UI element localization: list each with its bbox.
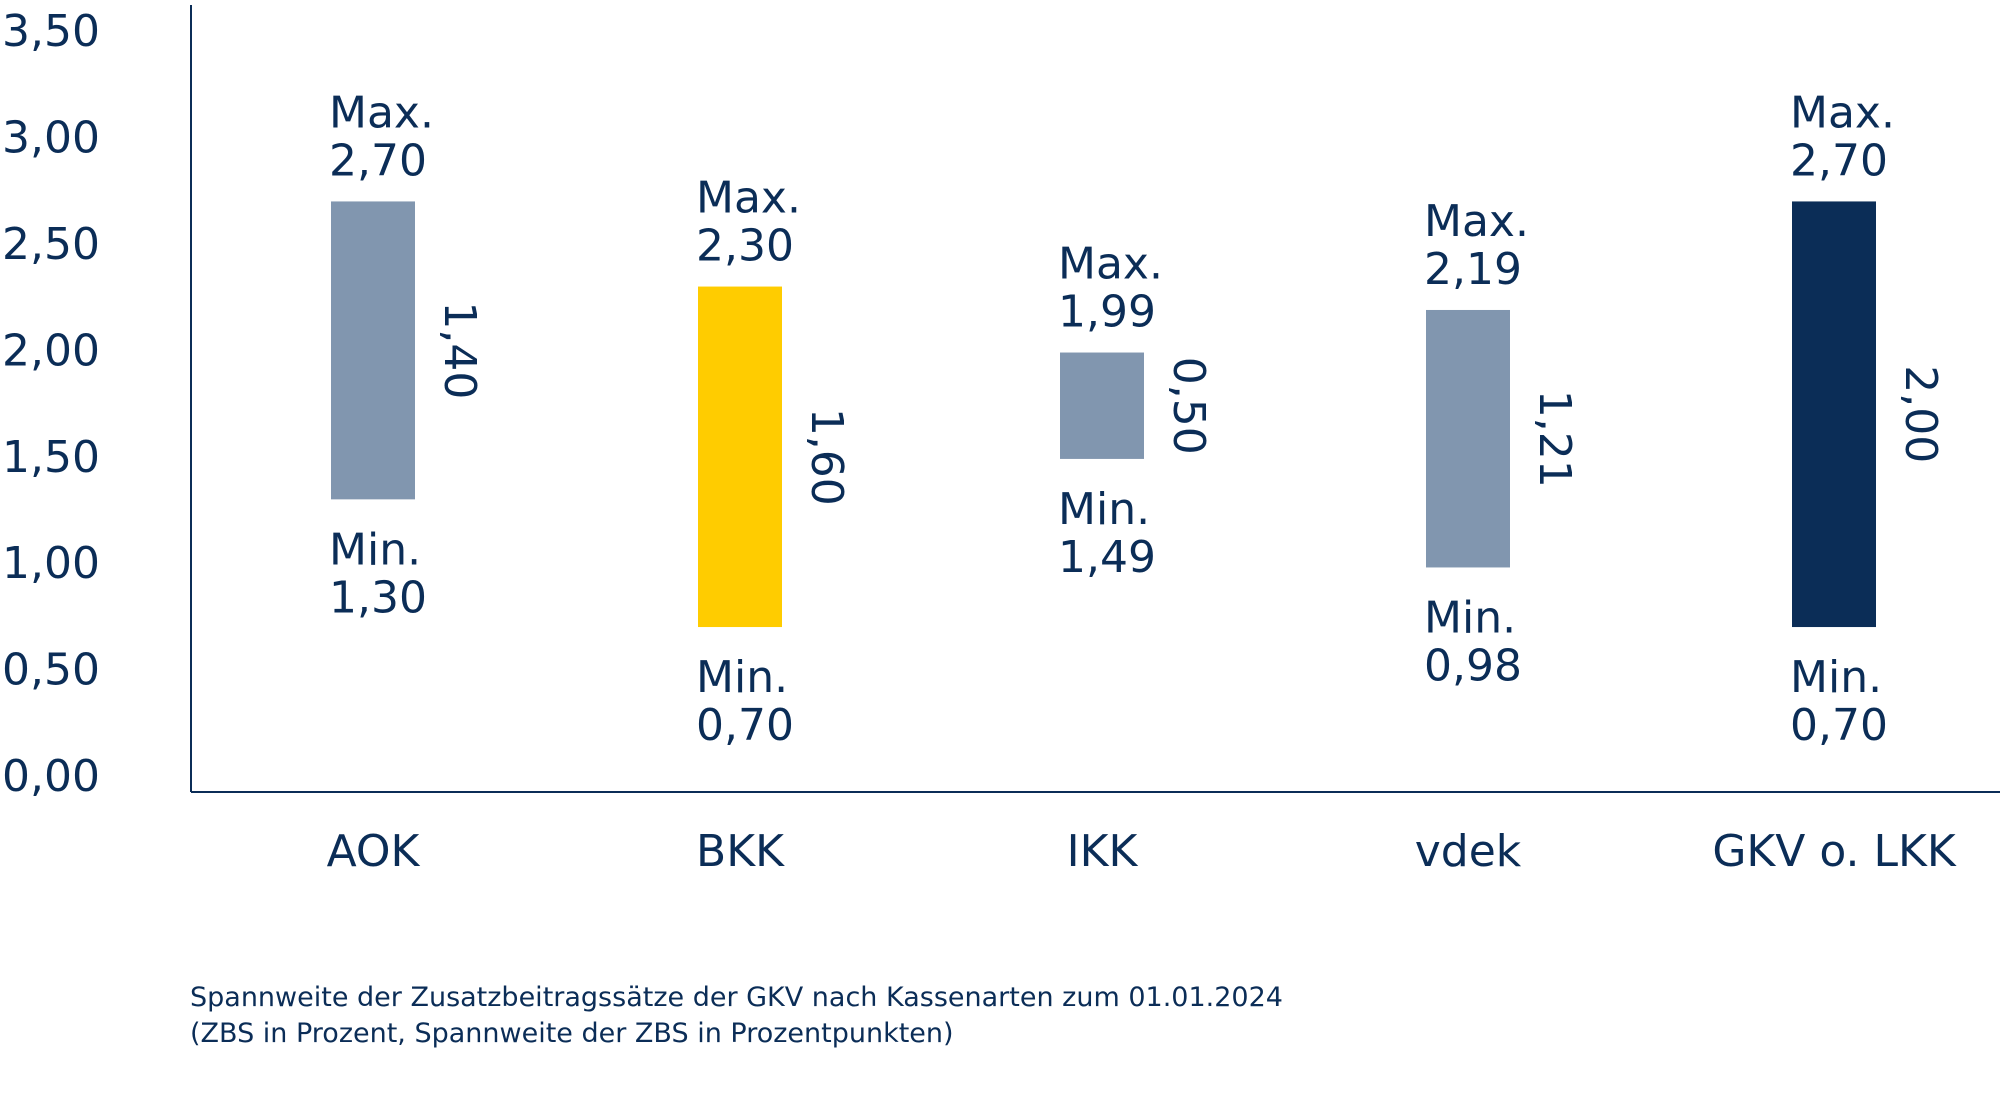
range-bars — [331, 201, 1876, 628]
min-value-label: 0,98 — [1424, 640, 1522, 691]
caption-line-2: (ZBS in Prozent, Spannweite der ZBS in P… — [190, 1018, 954, 1049]
y-tick-label: 0,00 — [2, 751, 100, 802]
span-value-label: 1,21 — [1529, 390, 1580, 488]
category-label: GKV o. LKK — [1712, 826, 1957, 877]
max-value-label: 2,70 — [329, 135, 427, 186]
chart-caption: Spannweite der Zusatzbeitragssätze der G… — [190, 980, 1283, 1052]
y-tick-label: 1,00 — [2, 538, 100, 589]
max-value-label: 1,99 — [1058, 287, 1156, 338]
min-value-label: 1,49 — [1058, 532, 1156, 583]
min-value-label: 1,30 — [329, 572, 427, 623]
max-value-label: 2,30 — [696, 221, 794, 272]
y-tick-label: 2,50 — [2, 219, 100, 270]
range-bar — [1426, 309, 1510, 568]
span-value-label: 1,60 — [801, 408, 852, 506]
min-prefix-label: Min. — [1058, 484, 1150, 535]
caption-line-1: Spannweite der Zusatzbeitragssätze der G… — [190, 982, 1283, 1013]
range-bar — [698, 286, 782, 628]
span-value-label: 1,40 — [434, 301, 485, 399]
max-prefix-label: Max. — [1058, 239, 1163, 290]
y-tick-label: 1,50 — [2, 432, 100, 483]
category-label: AOK — [327, 826, 421, 877]
min-prefix-label: Min. — [329, 524, 421, 575]
y-tick-label: 0,50 — [2, 645, 100, 696]
max-value-label: 2,19 — [1424, 244, 1522, 295]
category-label: vdek — [1415, 826, 1522, 877]
y-tick-label: 3,00 — [2, 113, 100, 164]
x-axis-categories: AOK BKK IKK vdek GKV o. LKK — [327, 826, 1957, 877]
range-bar — [1792, 201, 1876, 628]
y-tick-label: 3,50 — [2, 6, 100, 57]
max-prefix-label: Max. — [1424, 196, 1529, 247]
max-value-label: 2,70 — [1790, 135, 1888, 186]
data-labels: Max.2,70Min.1,301,40Max.2,30Min.0,701,60… — [329, 87, 1946, 751]
span-value-label: 0,50 — [1163, 357, 1214, 455]
min-value-label: 0,70 — [1790, 700, 1888, 751]
min-value-label: 0,70 — [696, 700, 794, 751]
category-label: BKK — [696, 826, 785, 877]
range-bar — [331, 201, 415, 500]
min-prefix-label: Min. — [1424, 592, 1516, 643]
max-prefix-label: Max. — [329, 87, 434, 138]
span-value-label: 2,00 — [1895, 365, 1946, 463]
min-prefix-label: Min. — [1790, 652, 1882, 703]
y-axis-ticks: 0,00 0,50 1,00 1,50 2,00 2,50 3,00 3,50 — [2, 6, 100, 802]
range-bar — [1060, 352, 1144, 459]
category-label: IKK — [1067, 826, 1139, 877]
y-tick-label: 2,00 — [2, 325, 100, 376]
min-prefix-label: Min. — [696, 652, 788, 703]
max-prefix-label: Max. — [696, 173, 801, 224]
max-prefix-label: Max. — [1790, 87, 1895, 138]
